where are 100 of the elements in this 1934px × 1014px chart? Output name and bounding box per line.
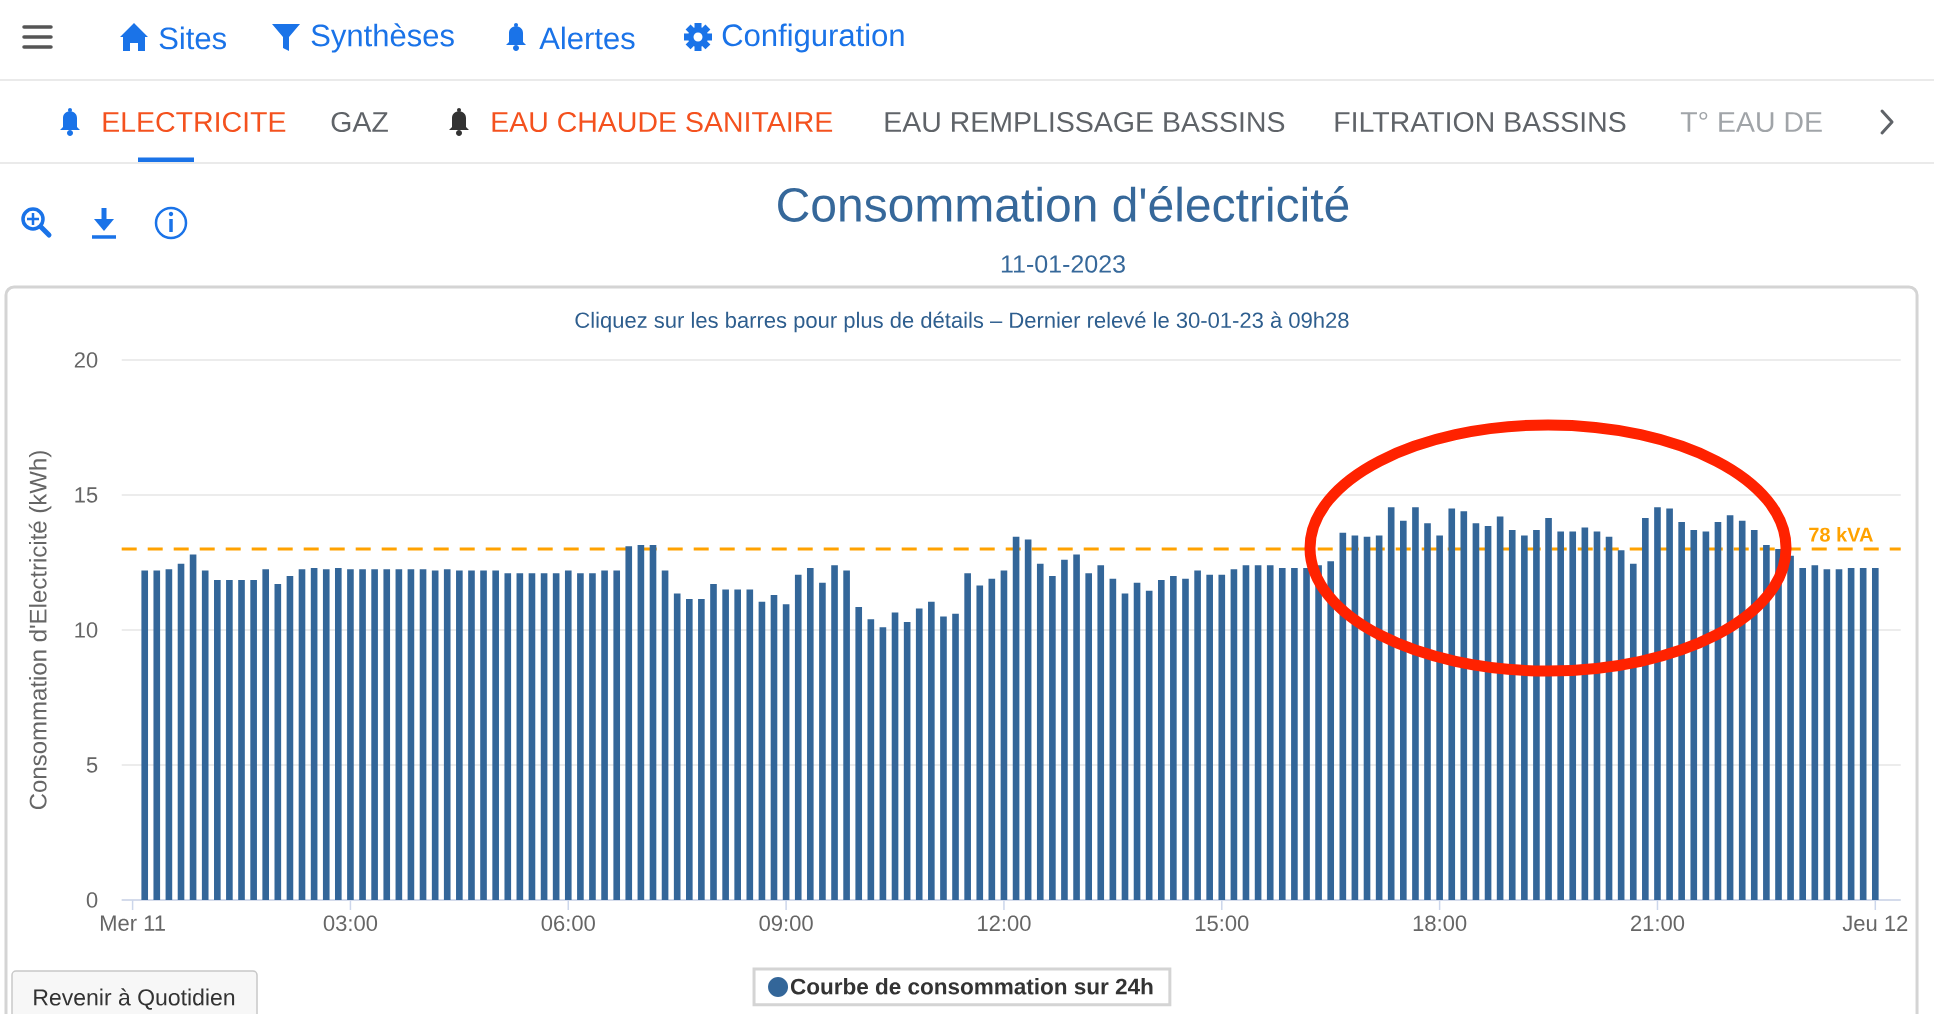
bar	[867, 619, 875, 900]
bar	[1763, 544, 1770, 900]
text: GAZ	[331, 111, 388, 133]
text: Synthèses	[311, 23, 454, 53]
text: Configuration	[722, 23, 904, 53]
bar	[1823, 569, 1831, 900]
bar	[976, 585, 984, 900]
bar	[201, 570, 209, 900]
bar	[431, 570, 439, 900]
bar	[1121, 593, 1129, 900]
bar	[673, 593, 681, 900]
chart-subtitle: 11-01-2023	[1001, 255, 1125, 273]
bar	[1545, 517, 1552, 900]
bar	[1073, 554, 1080, 900]
bar	[1642, 517, 1649, 900]
bar	[964, 573, 971, 900]
bar	[952, 613, 959, 900]
bar	[1291, 567, 1298, 900]
bar	[1206, 574, 1213, 900]
bar	[407, 569, 415, 900]
bar	[540, 573, 548, 900]
bar	[661, 570, 669, 900]
bar	[601, 570, 608, 900]
bar	[1097, 565, 1105, 900]
bar	[298, 569, 306, 900]
bar	[1775, 548, 1782, 900]
bar	[1871, 567, 1879, 900]
bar	[1109, 578, 1117, 900]
bar	[1678, 521, 1685, 900]
bar	[1157, 580, 1165, 900]
bar	[528, 573, 536, 900]
bar	[177, 563, 185, 900]
bar	[940, 616, 947, 900]
bar	[891, 612, 899, 900]
bar	[855, 607, 863, 900]
bar	[734, 589, 741, 900]
bar	[238, 580, 245, 900]
bar	[1182, 578, 1189, 900]
bar	[1145, 590, 1153, 900]
x-tick-label: Jeu 12	[1842, 915, 1908, 932]
text: EAU REMPLISSAGE BASSINS	[885, 111, 1285, 133]
bar	[395, 569, 403, 900]
bar	[722, 589, 729, 900]
bar	[334, 567, 342, 900]
bar	[1049, 576, 1056, 900]
bar	[1327, 561, 1335, 900]
text: FILTRATION BASSINS	[1335, 111, 1626, 133]
bar	[274, 584, 282, 900]
bar	[928, 601, 935, 900]
bar	[843, 570, 850, 900]
bar	[1061, 559, 1068, 900]
bar	[1460, 511, 1468, 900]
bar	[359, 569, 366, 900]
bar	[1194, 570, 1201, 900]
bar	[698, 598, 705, 900]
bar	[1024, 539, 1032, 900]
bar	[1859, 567, 1867, 900]
bar	[214, 580, 221, 900]
bar	[468, 570, 475, 900]
bar	[165, 569, 173, 900]
bar	[649, 544, 657, 900]
bar	[794, 574, 802, 900]
bar	[1012, 536, 1020, 900]
bar	[189, 554, 197, 900]
bar	[613, 570, 621, 900]
x-tick-label: 18:00	[1413, 915, 1467, 932]
bar	[492, 570, 499, 900]
bar	[903, 621, 911, 900]
x-tick-label: 21:00	[1631, 915, 1685, 932]
bar	[806, 567, 814, 900]
bar	[1448, 508, 1456, 900]
bar	[1387, 507, 1395, 900]
y-tick-label: 10	[75, 622, 98, 638]
y-tick-label: 20	[74, 352, 98, 368]
bar	[1242, 565, 1250, 900]
bar	[1315, 565, 1322, 900]
y-tick-label: 5	[86, 757, 98, 773]
bar	[1750, 530, 1758, 900]
bar	[480, 570, 487, 900]
bar	[1508, 530, 1516, 900]
bar	[1424, 523, 1431, 900]
ref-line-label: 78 kVA	[1809, 527, 1873, 542]
text: EAU CHAUDE SANITAIRE	[492, 111, 833, 133]
bar	[1666, 508, 1673, 900]
bar	[1278, 567, 1286, 900]
text: Alertes	[539, 26, 635, 50]
x-tick-label: 06:00	[541, 915, 595, 932]
bar	[1787, 555, 1794, 900]
text: Revenir à Quotidien	[34, 988, 235, 1010]
bar	[1303, 567, 1310, 900]
bar	[589, 573, 596, 900]
bar	[686, 598, 693, 900]
bar	[819, 582, 826, 900]
bar	[443, 569, 451, 900]
bar	[347, 569, 354, 900]
bar	[1000, 570, 1008, 900]
bar	[782, 604, 790, 900]
bar	[1533, 530, 1540, 900]
bar	[637, 544, 645, 900]
bar	[1569, 531, 1577, 900]
